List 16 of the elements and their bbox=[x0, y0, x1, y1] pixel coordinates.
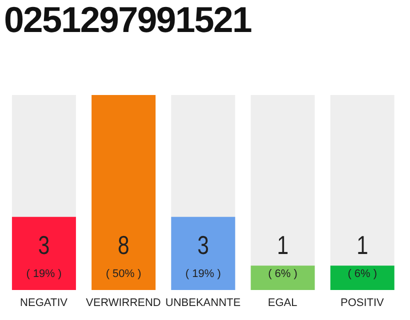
data-label: 3 bbox=[197, 230, 209, 260]
x-tick-label: EGAL bbox=[268, 296, 298, 309]
annotation: ( 6% ) bbox=[268, 268, 298, 280]
annotation: ( 19% ) bbox=[185, 268, 221, 280]
x-tick-label: NEGATIV bbox=[20, 296, 68, 309]
data-label: 1 bbox=[356, 230, 368, 260]
chart-title: 0251297991521 bbox=[3, 0, 252, 40]
x-tick-label: POSITIV bbox=[340, 296, 385, 309]
data-label: 3 bbox=[38, 230, 50, 260]
data-label: 1 bbox=[276, 230, 289, 260]
annotation: ( 50% ) bbox=[106, 268, 142, 280]
x-tick-label: UNBEKANNTE bbox=[165, 296, 241, 309]
annotation: ( 6% ) bbox=[348, 268, 378, 280]
data-label: 8 bbox=[118, 230, 130, 260]
x-tick-label: VERWIRREND bbox=[86, 296, 161, 309]
annotation: ( 19% ) bbox=[26, 268, 62, 280]
